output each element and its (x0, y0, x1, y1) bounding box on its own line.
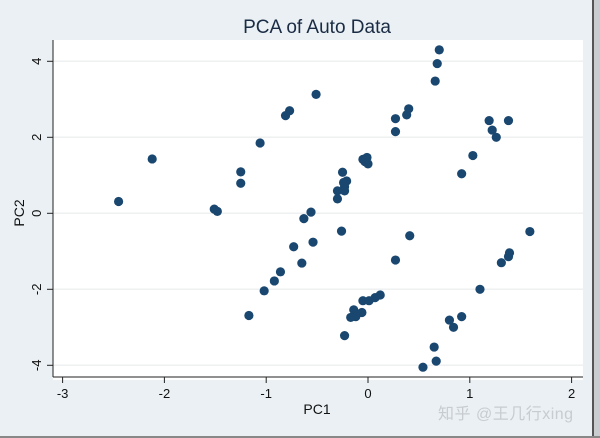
data-point (236, 167, 246, 177)
data-point (444, 315, 455, 325)
data-point (244, 310, 254, 321)
data-point (346, 312, 356, 323)
data-point (275, 267, 286, 277)
data-points (113, 45, 535, 372)
data-point (306, 207, 316, 217)
data-point (255, 138, 265, 148)
data-point (289, 242, 299, 252)
y-tick-label: 0 (29, 210, 44, 217)
data-point (360, 157, 370, 167)
data-point (405, 231, 415, 241)
data-point (285, 106, 295, 116)
data-point (339, 182, 350, 192)
data-point (525, 226, 535, 237)
data-point (311, 89, 321, 99)
data-point (487, 125, 497, 135)
x-tick-label: -2 (159, 386, 171, 401)
data-point (504, 248, 515, 258)
y-tick-label: -2 (29, 284, 44, 296)
data-point (448, 322, 459, 332)
data-point (332, 194, 343, 204)
data-point (503, 115, 514, 126)
data-point (299, 214, 309, 224)
chart-title: PCA of Auto Data (243, 17, 391, 38)
data-point (496, 258, 506, 268)
data-point (337, 167, 348, 177)
data-point (484, 115, 494, 126)
y-axis-label: PC2 (11, 199, 27, 226)
data-point (212, 206, 222, 216)
data-point (113, 196, 124, 207)
y-tick-label: 4 (29, 58, 44, 65)
x-axis-label: PC1 (303, 401, 330, 417)
data-point (404, 104, 414, 114)
data-point (429, 342, 439, 352)
x-tick-label: 2 (568, 386, 575, 401)
data-point (236, 178, 246, 188)
gridlines (53, 60, 583, 367)
data-point (431, 356, 441, 366)
data-point (475, 284, 485, 294)
data-point (432, 58, 442, 69)
data-point (147, 154, 157, 164)
y-tick-label: 2 (29, 134, 44, 141)
data-point (332, 186, 343, 196)
data-point (259, 286, 269, 296)
data-point (457, 312, 467, 322)
window-edge (592, 0, 600, 438)
window-bottom-edge (0, 436, 600, 438)
data-point (336, 226, 347, 236)
x-tick-label: -3 (57, 386, 69, 401)
data-point (375, 290, 385, 300)
x-tick-label: 1 (466, 386, 473, 401)
data-point (308, 237, 318, 247)
data-point (390, 114, 401, 124)
data-point (430, 76, 440, 86)
data-point (468, 150, 478, 161)
x-tick-label: 0 (364, 386, 371, 401)
axes: -4 -2 0 2 4 -3 -2 -1 0 1 2 (29, 40, 583, 401)
data-point (339, 331, 350, 341)
x-tick-label: -1 (260, 386, 272, 401)
data-point (390, 255, 401, 265)
watermark: 知乎 @王几行xing (438, 406, 574, 423)
data-point (434, 45, 444, 55)
data-point (297, 258, 307, 268)
data-point (418, 362, 428, 372)
data-point (457, 169, 467, 179)
data-point (390, 127, 401, 137)
y-tick-label: -4 (29, 360, 44, 372)
data-point (269, 276, 279, 286)
data-point (491, 132, 501, 142)
